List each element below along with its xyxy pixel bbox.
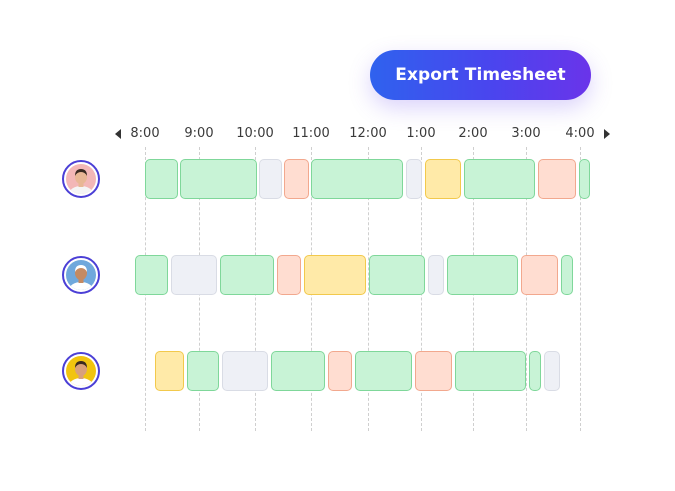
tick-label: 2:00 <box>458 126 488 141</box>
time-block-orange[interactable] <box>284 159 309 199</box>
avatar[interactable] <box>62 256 100 294</box>
time-block-orange[interactable] <box>415 351 452 391</box>
time-block-yellow[interactable] <box>155 351 184 391</box>
time-block-green[interactable] <box>220 255 274 295</box>
time-block-green[interactable] <box>447 255 518 295</box>
arrow-left-icon[interactable] <box>115 129 121 139</box>
time-block-green[interactable] <box>464 159 535 199</box>
time-block-green[interactable] <box>355 351 412 391</box>
time-block-green[interactable] <box>529 351 541 391</box>
tick-label: 4:00 <box>565 126 595 141</box>
person-icon <box>69 169 93 194</box>
time-block-green[interactable] <box>455 351 526 391</box>
tick-label: 11:00 <box>292 126 330 141</box>
time-block-green[interactable] <box>187 351 219 391</box>
time-block-yellow[interactable] <box>425 159 461 199</box>
time-block-green[interactable] <box>311 159 403 199</box>
avatar[interactable] <box>62 352 100 390</box>
time-block-green[interactable] <box>271 351 325 391</box>
timesheet-row <box>0 159 675 201</box>
time-block-green[interactable] <box>369 255 425 295</box>
export-timesheet-button[interactable]: Export Timesheet <box>370 50 591 100</box>
time-block-green[interactable] <box>579 159 590 199</box>
avatar[interactable] <box>62 160 100 198</box>
time-block-gray[interactable] <box>406 159 422 199</box>
time-axis: 8:00 9:00 10:00 11:00 12:00 1:00 2:00 3:00 4:00 <box>0 126 675 142</box>
time-block-green[interactable] <box>180 159 257 199</box>
tick-label: 10:00 <box>236 126 274 141</box>
time-block-orange[interactable] <box>521 255 558 295</box>
tick-label: 3:00 <box>511 126 541 141</box>
person-icon <box>69 361 93 386</box>
time-block-gray[interactable] <box>259 159 282 199</box>
time-block-green[interactable] <box>135 255 168 295</box>
time-block-gray[interactable] <box>222 351 268 391</box>
time-block-orange[interactable] <box>538 159 576 199</box>
tick-label: 8:00 <box>130 126 160 141</box>
gridline <box>368 147 369 431</box>
person-icon <box>69 265 93 290</box>
time-block-green[interactable] <box>561 255 573 295</box>
arrow-right-icon[interactable] <box>604 129 610 139</box>
tick-label: 9:00 <box>184 126 214 141</box>
time-block-gray[interactable] <box>428 255 444 295</box>
timesheet-row <box>0 351 675 393</box>
tick-label: 1:00 <box>406 126 436 141</box>
tick-label: 12:00 <box>349 126 387 141</box>
time-block-gray[interactable] <box>171 255 217 295</box>
gridline <box>580 147 581 431</box>
time-block-orange[interactable] <box>328 351 352 391</box>
time-block-yellow[interactable] <box>304 255 366 295</box>
time-block-green[interactable] <box>145 159 178 199</box>
time-block-gray[interactable] <box>544 351 560 391</box>
time-block-orange[interactable] <box>277 255 301 295</box>
timesheet-row <box>0 255 675 297</box>
